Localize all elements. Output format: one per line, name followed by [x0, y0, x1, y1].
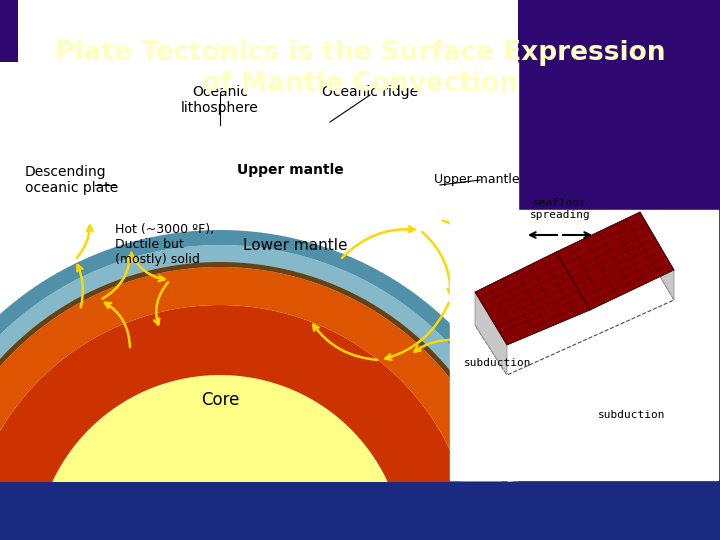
Text: Upper mantle: Upper mantle [434, 173, 520, 186]
Polygon shape [475, 252, 590, 345]
Polygon shape [556, 212, 674, 310]
Text: Descending
oceanic plate: Descending oceanic plate [25, 165, 118, 195]
Text: Oceanic
lithosphere: Oceanic lithosphere [181, 85, 259, 115]
Polygon shape [0, 261, 509, 484]
Text: Upper mantle: Upper mantle [237, 163, 343, 177]
Polygon shape [0, 230, 539, 478]
Text: Oceanic ridge: Oceanic ridge [322, 85, 418, 99]
Bar [450, 210, 718, 480]
Polygon shape [41, 375, 399, 540]
Text: Plate Tectonics is the Surface Expression
of Mantle Convection: Plate Tectonics is the Surface Expressio… [55, 40, 665, 97]
Bar [18, 62, 518, 480]
Bar [0, 62, 18, 480]
Text: Lower mantle: Lower mantle [243, 238, 347, 253]
Text: subduction: subduction [598, 410, 665, 420]
Polygon shape [0, 245, 524, 483]
Polygon shape [0, 305, 467, 512]
Text: seafloor
spreading: seafloor spreading [530, 198, 590, 220]
Bar [18, 0, 518, 150]
Text: Core: Core [201, 391, 239, 409]
Bar [0, 482, 720, 540]
Polygon shape [0, 267, 503, 494]
Text: subduction: subduction [464, 358, 531, 368]
Polygon shape [640, 212, 674, 300]
Text: Hot (~3000 ºF),
Ductile but
(mostly) solid: Hot (~3000 ºF), Ductile but (mostly) sol… [115, 224, 214, 267]
Polygon shape [475, 292, 507, 375]
Bar [18, 62, 518, 480]
